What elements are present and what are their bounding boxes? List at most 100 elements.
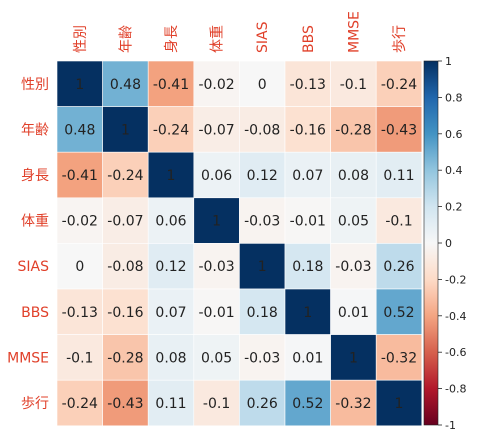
- heatmap-value-5-6: 0.01: [338, 305, 369, 321]
- heatmap-value-7-6: -0.32: [335, 396, 371, 412]
- heatmap-value-2-0: -0.41: [62, 168, 98, 184]
- colorbar-tick-label-10: -1: [445, 419, 456, 432]
- heatmap-cell-1-7: [375, 106, 423, 153]
- heatmap-cell-0-2: [147, 60, 195, 107]
- colorbar-tick-label-5: 0: [445, 237, 452, 250]
- heatmap-value-1-4: -0.08: [244, 122, 280, 138]
- heatmap-value-6-3: 0.05: [201, 350, 232, 366]
- heatmap-cell-6-5: [284, 334, 331, 381]
- heatmap-value-5-1: -0.16: [107, 305, 143, 321]
- colorbar-tick-label-8: -0.6: [445, 346, 466, 359]
- heatmap-value-2-6: 0.08: [338, 168, 369, 184]
- heatmap-value-1-6: -0.28: [335, 122, 371, 138]
- heatmap-cell-1-5: [284, 106, 331, 153]
- heatmap-cell-5-5: [284, 288, 331, 335]
- heatmap-value-7-5: 0.52: [292, 396, 323, 412]
- heatmap-value-3-6: 0.05: [338, 214, 369, 230]
- heatmap-value-0-3: -0.02: [198, 77, 234, 93]
- column-label-5: BBS: [301, 25, 317, 53]
- heatmap-value-6-5: 0.01: [292, 350, 323, 366]
- heatmap-value-7-3: -0.1: [203, 396, 230, 412]
- heatmap-cell-2-5: [284, 151, 331, 199]
- heatmap-cell-7-0: [56, 379, 103, 427]
- heatmap-cell-5-2: [147, 288, 195, 335]
- column-label-1: 年齢: [118, 25, 134, 53]
- heatmap-value-7-4: 0.26: [247, 396, 278, 412]
- heatmap-value-5-5: 1: [303, 305, 312, 321]
- heatmap-value-2-3: 0.06: [201, 168, 232, 184]
- heatmap-cell-2-2: [147, 151, 195, 199]
- heatmap-value-1-1: 1: [121, 122, 130, 138]
- heatmap-value-2-1: -0.24: [107, 168, 143, 184]
- heatmap-cell-0-7: [375, 60, 423, 107]
- heatmap-value-7-0: -0.24: [62, 396, 98, 412]
- heatmap-value-0-7: -0.24: [381, 77, 417, 93]
- row-label-6: MMSE: [7, 350, 49, 366]
- heatmap-value-5-2: 0.07: [155, 305, 186, 321]
- heatmap-value-1-5: -0.16: [290, 122, 326, 138]
- heatmap-cell-2-0: [56, 151, 103, 199]
- heatmap-cell-5-6: [330, 288, 377, 335]
- heatmap-value-6-2: 0.08: [155, 350, 186, 366]
- heatmap-value-1-2: -0.24: [153, 122, 189, 138]
- heatmap-value-1-7: -0.43: [381, 122, 417, 138]
- heatmap-cell-4-5: [284, 243, 331, 290]
- heatmap-value-4-6: -0.03: [335, 259, 371, 275]
- heatmap-cell-4-6: [330, 243, 377, 290]
- heatmap-cell-7-3: [193, 379, 240, 427]
- heatmap-cell-0-1: [102, 60, 149, 107]
- colorbar-tick-label-2: 0.6: [445, 128, 463, 141]
- heatmap-value-4-3: -0.03: [198, 259, 234, 275]
- heatmap-value-3-3: 1: [212, 214, 221, 230]
- heatmap-value-4-2: 0.12: [155, 259, 186, 275]
- column-label-2: 身長: [164, 25, 180, 53]
- heatmap-cell-3-2: [147, 197, 195, 244]
- colorbar-tick-label-7: -0.4: [445, 310, 466, 323]
- heatmap-value-6-1: -0.28: [107, 350, 143, 366]
- heatmap-value-7-2: 0.11: [155, 396, 186, 412]
- heatmap-value-3-7: -0.1: [385, 214, 412, 230]
- heatmap-cell-6-0: [56, 334, 103, 381]
- heatmap-value-2-2: 1: [167, 168, 176, 184]
- heatmap-value-0-2: -0.41: [153, 77, 189, 93]
- heatmap-value-7-7: 1: [395, 396, 404, 412]
- row-label-7: 歩行: [21, 396, 49, 412]
- heatmap-cell-0-0: [56, 60, 103, 107]
- heatmap-value-4-0: 0: [75, 259, 84, 275]
- heatmap-value-4-7: 0.26: [383, 259, 414, 275]
- heatmap-value-3-2: 0.06: [155, 214, 186, 230]
- colorbar-tick-label-1: 0.8: [445, 91, 463, 104]
- heatmap-value-3-1: -0.07: [107, 214, 143, 230]
- heatmap-value-5-7: 0.52: [383, 305, 414, 321]
- colorbar-tick-label-9: -0.8: [445, 383, 466, 396]
- heatmap-value-0-1: 0.48: [110, 77, 141, 93]
- column-label-6: MMSE: [346, 11, 362, 53]
- heatmap-cell-7-7: [375, 379, 423, 427]
- heatmap-value-4-4: 1: [258, 259, 267, 275]
- heatmap-cell-2-3: [193, 151, 240, 199]
- colorbar: 1 0.8 0.6 0.4 0.2 0 -0.2 -0.4 -0.6 -0.8 -1: [423, 55, 466, 432]
- heatmap-value-2-4: 0.12: [247, 168, 278, 184]
- heatmap-cell-1-1: [102, 106, 149, 153]
- heatmap-cell-6-7: [375, 334, 423, 381]
- heatmap-value-0-0: 1: [75, 77, 84, 93]
- heatmap-value-4-5: 0.18: [292, 259, 323, 275]
- heatmap-cell-1-3: [193, 106, 240, 153]
- heatmap-value-6-0: -0.1: [66, 350, 93, 366]
- heatmap-value-5-4: 0.18: [247, 305, 278, 321]
- row-label-1: 年齢: [21, 122, 49, 138]
- heatmap-value-3-0: -0.02: [62, 214, 98, 230]
- heatmap-value-6-6: 1: [349, 350, 358, 366]
- column-label-0: 性別: [73, 25, 89, 53]
- heatmap-value-3-4: -0.03: [244, 214, 280, 230]
- heatmap-cell-5-4: [239, 288, 286, 335]
- heatmap-value-6-4: -0.03: [244, 350, 280, 366]
- heatmap-cell-6-1: [102, 334, 149, 381]
- heatmap-cell-7-2: [147, 379, 195, 427]
- row-label-2: 身長: [21, 168, 49, 184]
- heatmap-cell-3-4: [239, 197, 286, 244]
- heatmap-cell-6-2: [147, 334, 195, 381]
- row-label-3: 体重: [21, 214, 49, 230]
- heatmap-cell-7-5: [284, 379, 331, 427]
